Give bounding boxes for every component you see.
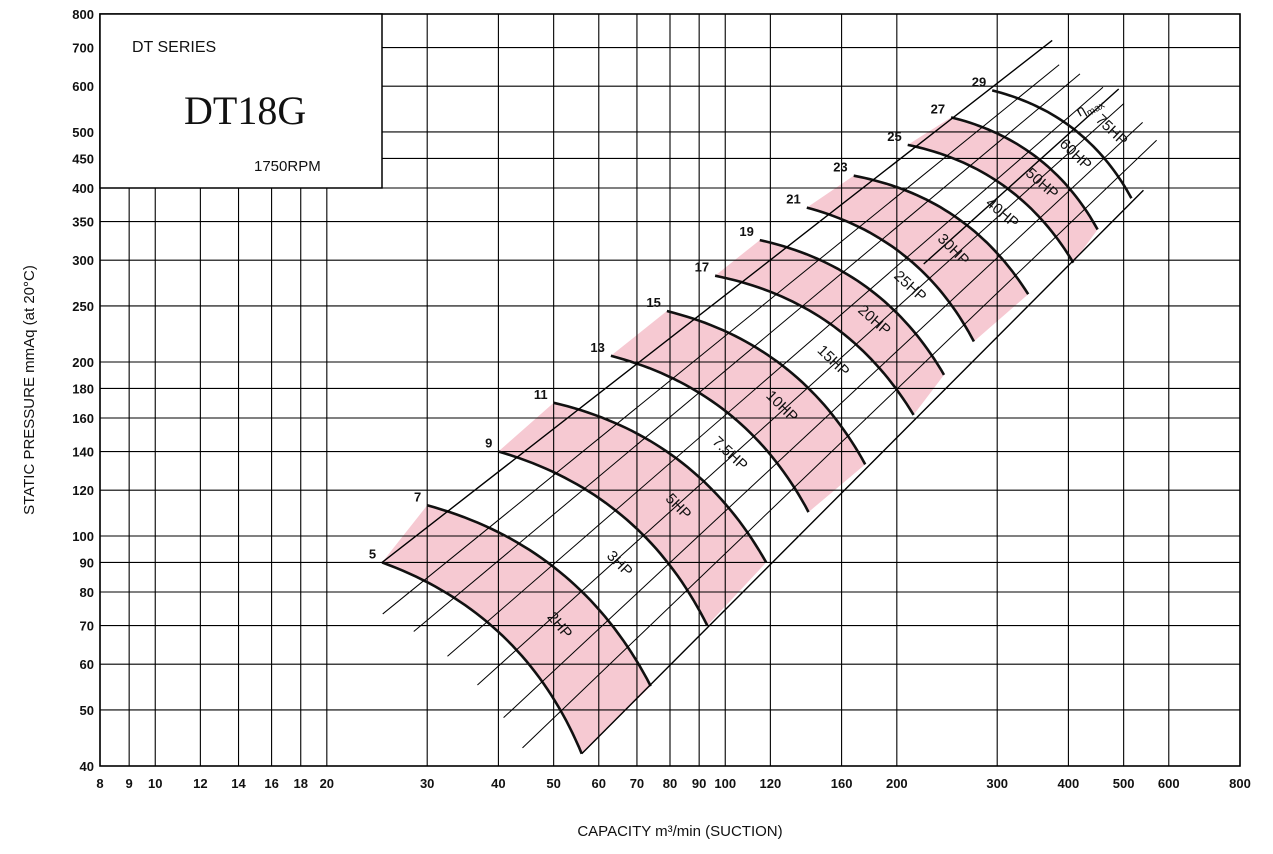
y-tick-label: 500 [72,125,94,140]
hp-band-label: 15HP [814,342,853,380]
y-tick-label: 350 [72,215,94,230]
speed-curve-label: 5 [369,546,376,561]
x-tick-label: 9 [126,776,133,791]
iso-efficiency-line [503,122,1143,718]
speed-curve [853,174,1030,295]
x-tick-label: 600 [1158,776,1180,791]
rpm-label: 1750RPM [254,158,321,175]
hp-band-fill [715,240,944,415]
y-tick-label: 40 [80,759,94,774]
y-tick-label: 90 [80,555,94,570]
speed-curve [426,504,652,687]
iso-efficiency-line [447,86,1104,657]
y-tick-label: 600 [72,79,94,94]
series-label: DT SERIES [132,39,216,56]
x-tick-label: 800 [1229,776,1251,791]
start-envelope-line [381,39,1053,563]
x-axis-title: CAPACITY m³/min (SUCTION) [577,823,782,840]
x-tick-label: 14 [231,776,246,791]
x-tick-label: 80 [663,776,677,791]
x-tick-label: 18 [294,776,308,791]
hp-band-fill [806,175,1029,342]
x-tick-label: 500 [1113,776,1135,791]
hp-bands-layer [382,117,1098,754]
speed-curve-label: 27 [931,101,945,116]
y-tick-label: 450 [72,151,94,166]
iso-efficiency-line [477,103,1125,686]
speed-curve-label: 9 [485,436,492,451]
x-tick-label: 10 [148,776,162,791]
y-tick-label: 200 [72,355,94,370]
iso-efficiency-line [382,64,1060,615]
speed-curve [498,450,709,627]
hp-band-fill [610,311,866,513]
hp-band-label: 75HP [1092,111,1131,149]
hp-band-fill [907,117,1098,263]
end-envelope-line [581,189,1144,755]
x-tick-label: 60 [592,776,606,791]
speed-curve-label: 17 [695,260,709,275]
speed-curve [759,238,946,376]
speed-curve [553,401,768,564]
y-tick-label: 160 [72,411,94,426]
y-tick-label: 60 [80,657,94,672]
speed-curve-label: 29 [972,74,986,89]
x-tick-label: 8 [96,776,103,791]
speed-curve-label: 23 [833,160,847,175]
y-tick-label: 50 [80,703,94,718]
x-tick-label: 300 [986,776,1008,791]
speed-curve-label: 13 [590,340,604,355]
hp-band-label: 7.5HP [709,433,751,474]
y-tick-label: 400 [72,181,94,196]
x-tick-label: 30 [420,776,434,791]
y-tick-label: 300 [72,253,94,268]
speed-curve [381,561,583,755]
speed-curve-label: 15 [646,295,660,310]
y-tick-label: 80 [80,585,94,600]
y-axis-title: STATIC PRESSURE mmAq (at 20°C) [21,265,38,515]
model-label: DT18G [184,88,306,133]
speed-curve-label: 7 [414,489,421,504]
speed-curves-layer [381,39,1157,755]
y-tick-label: 140 [72,445,94,460]
x-tick-label: 16 [264,776,278,791]
y-tick-label: 800 [72,7,94,22]
y-tick-label: 70 [80,619,94,634]
speed-curve [714,274,915,416]
speed-curve [610,354,810,513]
x-tick-label: 400 [1058,776,1080,791]
hp-band-fill [382,505,651,754]
x-tick-label: 40 [491,776,505,791]
x-tick-label: 50 [546,776,560,791]
y-tick-label: 100 [72,529,94,544]
hp-band-label: 3HP [603,547,636,580]
y-tick-label: 250 [72,299,94,314]
x-tick-label: 90 [692,776,706,791]
x-tick-label: 20 [320,776,334,791]
speed-curve [666,309,867,466]
speed-curve-label: 21 [786,192,800,207]
speed-curve [806,206,976,343]
ticks-layer: 8 9 10 12 14 16 18 20 30 40 50 60 70 80 90 100 120 160 200… [72,7,1251,791]
speed-curve-label: 11 [534,387,548,402]
title-box: DT SERIES DT18G 1750RPM [99,13,383,189]
x-tick-label: 12 [193,776,207,791]
x-tick-label: 100 [714,776,736,791]
plot-frame [99,13,1241,767]
y-tick-label: 700 [72,41,94,56]
iso-efficiency-line [413,73,1081,632]
x-tick-label: 70 [630,776,644,791]
iso-efficiency-line [522,139,1157,749]
y-tick-label: 180 [72,381,94,396]
speed-curve-label: 19 [739,224,753,239]
x-tick-label: 200 [886,776,908,791]
y-tick-label: 120 [72,483,94,498]
speed-curve [907,143,1075,264]
speed-curve-label: 25 [887,129,901,144]
eta-max-line [923,88,1120,265]
x-tick-label: 120 [760,776,782,791]
x-tick-label: 160 [831,776,853,791]
